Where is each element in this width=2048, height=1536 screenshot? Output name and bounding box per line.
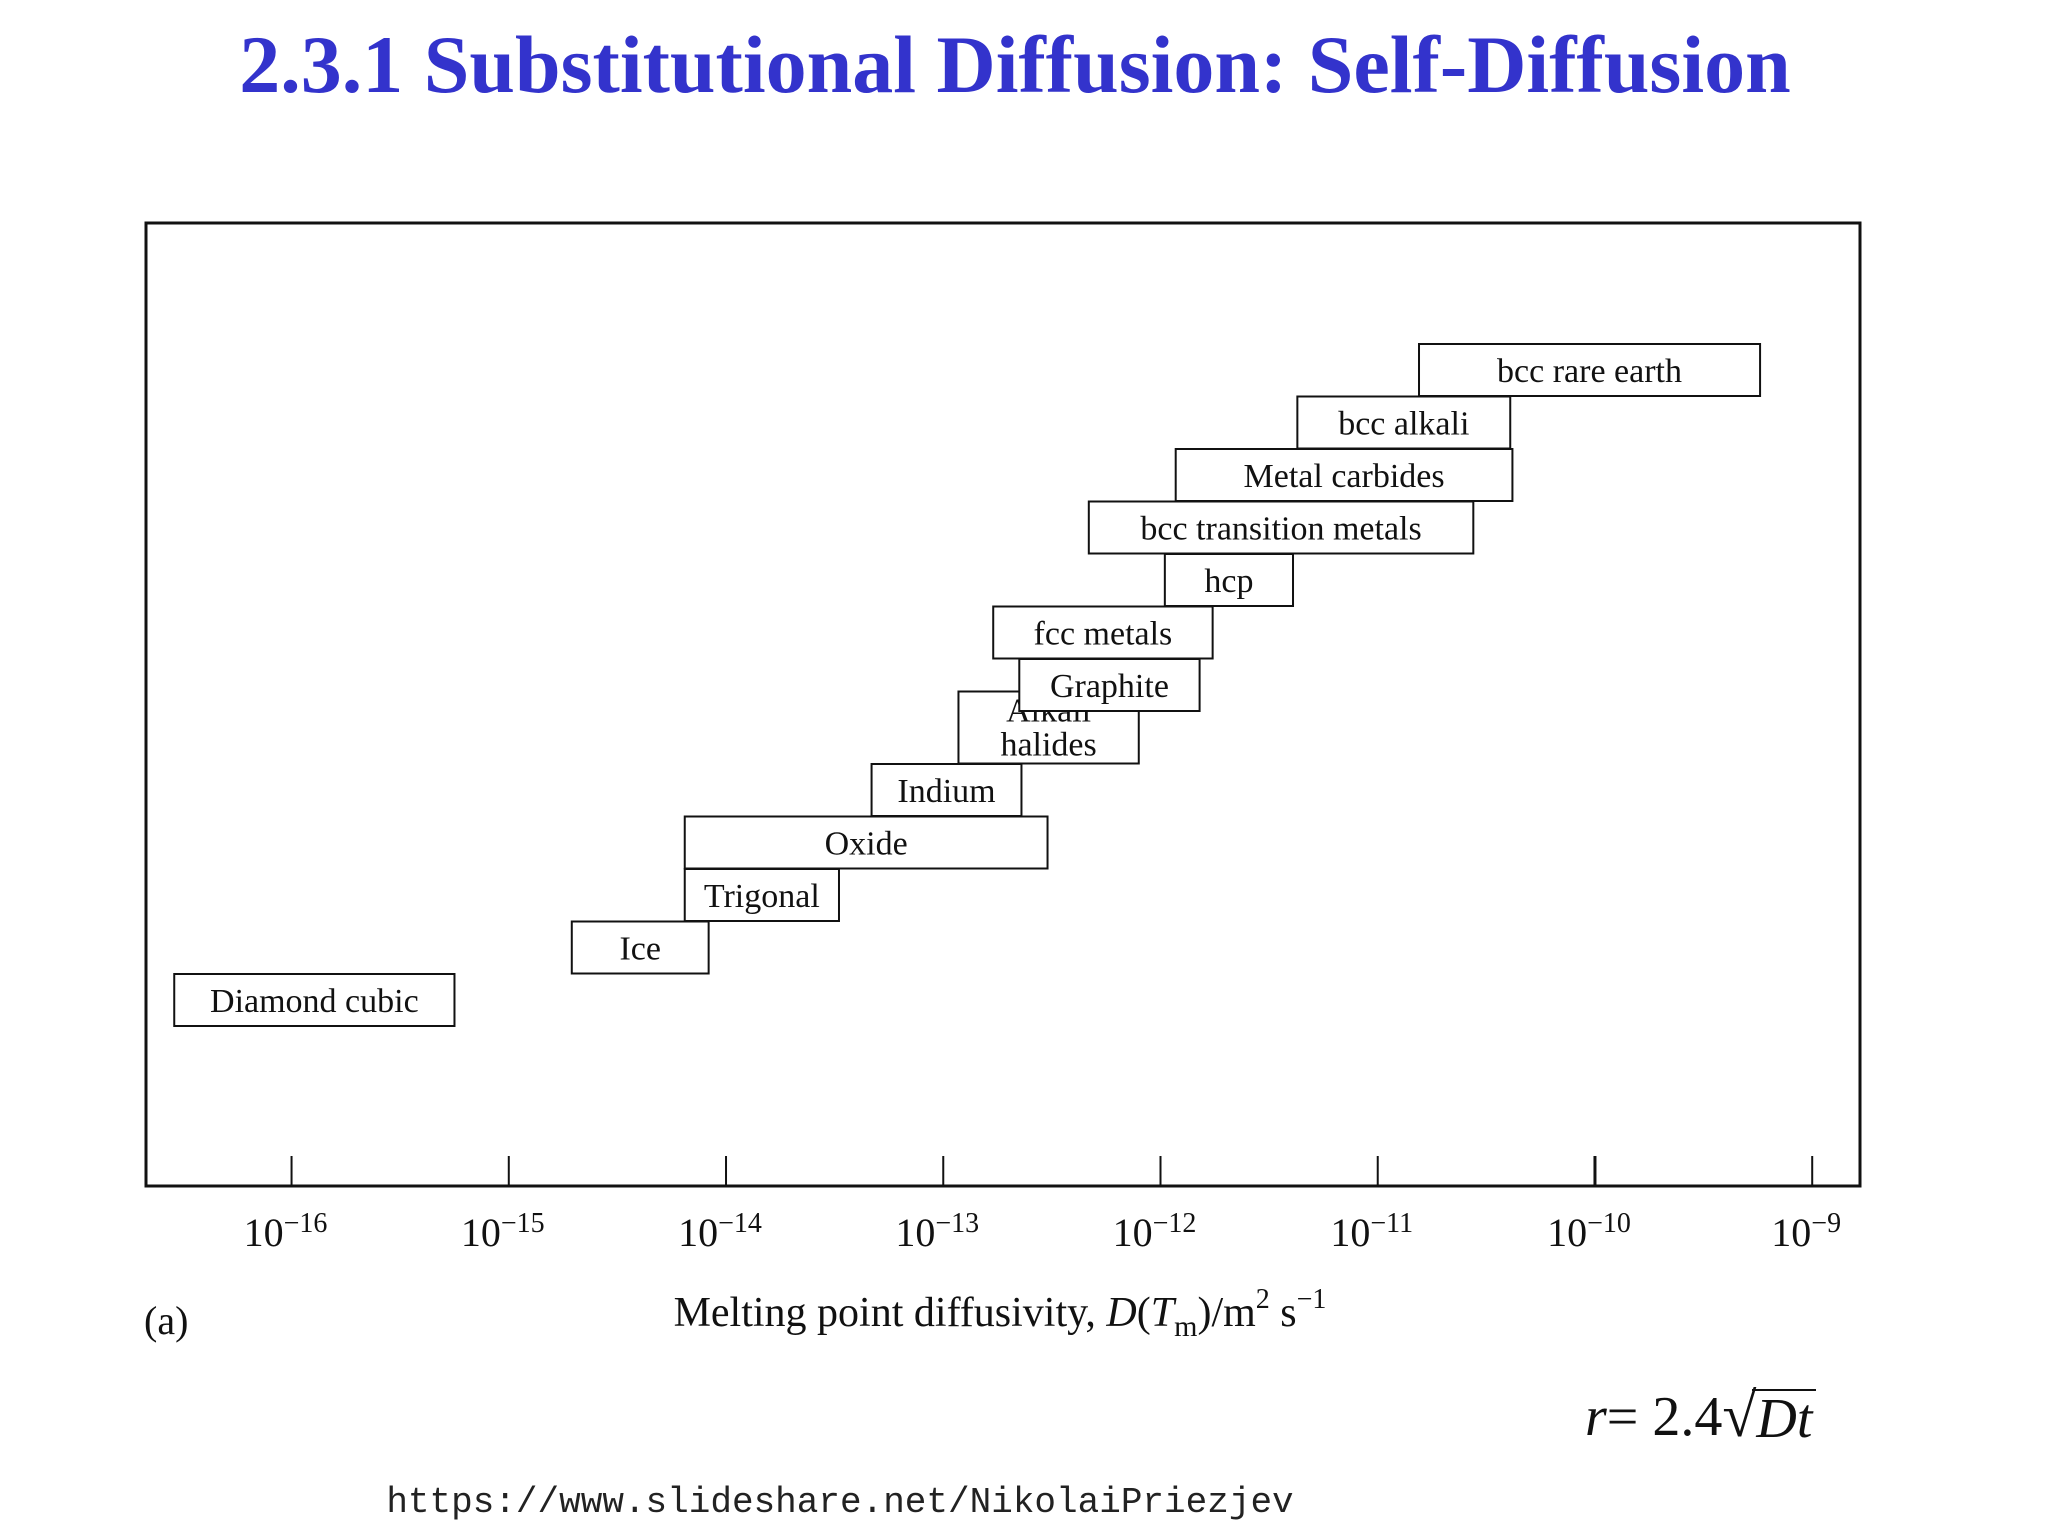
range-box: [870, 763, 1023, 817]
range-label: Graphite: [1050, 668, 1169, 705]
x-axis-ticks: 10−16 10−15 10−14 10−13 10−12 10−11 10−10 10−9: [244, 1156, 1841, 1255]
x-axis-label-exp: −1: [1297, 1284, 1327, 1315]
range-bar: Graphite: [1018, 658, 1201, 712]
x-tick-label-exp: −16: [284, 1208, 328, 1239]
x-tick-label: 10−14: [678, 1208, 762, 1255]
formula-radicand: Dt: [1752, 1389, 1817, 1447]
x-axis-label-sub: m: [1174, 1310, 1197, 1343]
x-tick-label-base: 10: [244, 1210, 284, 1255]
x-tick-label: 10−15: [461, 1208, 545, 1255]
range-bar: Oxide: [683, 815, 1049, 870]
range-box: [1018, 658, 1201, 712]
range-box: [683, 815, 1049, 870]
x-tick-label: 10−13: [895, 1208, 979, 1255]
panel-label: (a): [144, 1298, 188, 1343]
source-url: https://www.slideshare.net/NikolaiPriezj…: [386, 1482, 1294, 1523]
range-box: [1087, 500, 1475, 555]
range-bar: Trigonal: [683, 868, 840, 922]
range-label: Metal carbides: [1244, 458, 1445, 495]
range-bar: Diamond cubic: [173, 973, 456, 1027]
range-label: bcc alkali: [1338, 406, 1469, 443]
plot-frame: [144, 221, 1862, 1188]
range-box: [1163, 553, 1295, 607]
x-tick-label-exp: −9: [1811, 1208, 1841, 1239]
range-label: Diamond cubic: [210, 983, 419, 1020]
range-bar: Metal carbides: [1174, 448, 1514, 502]
diffusivity-chart: Diamond cubicIceTrigonalOxideIndiumAlkal…: [144, 221, 1862, 1343]
x-axis-label-sq: 2: [1256, 1284, 1270, 1315]
x-tick-label-base: 10: [1771, 1210, 1811, 1255]
range-bar: Indium: [870, 763, 1023, 817]
range-box: [1418, 343, 1762, 397]
x-tick-label-exp: −13: [935, 1208, 979, 1239]
formula-lhs: r: [1585, 1386, 1607, 1448]
range-bar: bcc rare earth: [1418, 343, 1762, 397]
x-tick-label: 10−11: [1330, 1208, 1413, 1255]
x-tick-label-base: 10: [895, 1210, 935, 1255]
x-tick-label: 10−16: [244, 1208, 328, 1255]
range-bar: bcc alkali: [1296, 395, 1512, 450]
x-tick-label-base: 10: [1113, 1210, 1153, 1255]
range-bar: Ice: [570, 920, 710, 975]
range-label: Indium: [897, 773, 995, 810]
range-box: [570, 920, 710, 975]
sqrt-icon: √: [1722, 1382, 1757, 1450]
x-tick-label-exp: −10: [1587, 1208, 1631, 1239]
range-label: Trigonal: [704, 878, 820, 915]
x-axis-label-pre: Melting point diffusivity,: [674, 1290, 1107, 1336]
range-label: hcp: [1204, 563, 1253, 600]
x-tick-label-exp: −15: [501, 1208, 545, 1239]
x-tick-label: 10−10: [1547, 1208, 1631, 1255]
x-tick-label-base: 10: [678, 1210, 718, 1255]
x-tick-label-base: 10: [1330, 1210, 1370, 1255]
range-label: fcc metals: [1034, 616, 1173, 653]
formula-coefficient: = 2.4: [1606, 1386, 1723, 1448]
x-axis-label: Melting point diffusivity, D(Tm)/m2 s−1: [674, 1284, 1327, 1343]
range-box: [1296, 395, 1512, 450]
x-tick-label: 10−12: [1113, 1208, 1197, 1255]
range-label: bcc rare earth: [1497, 353, 1682, 390]
range-bar: hcp: [1163, 553, 1295, 607]
x-tick-label-exp: −11: [1370, 1208, 1413, 1239]
x-tick-label-exp: −12: [1153, 1208, 1197, 1239]
range-label: Oxide: [825, 826, 908, 863]
range-bar: bcc transition metals: [1087, 500, 1475, 555]
x-axis-label-open: (: [1137, 1290, 1151, 1336]
slide-title: 2.3.1 Substitutional Diffusion: Self-Dif…: [239, 19, 1791, 110]
range-boxes: Diamond cubicIceTrigonalOxideIndiumAlkal…: [173, 343, 1762, 1027]
x-axis-label-d: D: [1105, 1290, 1136, 1336]
range-label: halides: [1000, 727, 1096, 764]
diffusion-distance-formula: r = 2.4 √ Dt: [1585, 1382, 1817, 1450]
x-axis-label-s: s: [1270, 1290, 1297, 1336]
x-tick-label-exp: −14: [718, 1208, 762, 1239]
x-tick-label-base: 10: [1547, 1210, 1587, 1255]
x-axis-label-mid: )/m: [1197, 1290, 1256, 1336]
range-box: [173, 973, 456, 1027]
range-box: [683, 868, 840, 922]
x-tick-label-base: 10: [461, 1210, 501, 1255]
range-label: bcc transition metals: [1140, 511, 1421, 548]
range-box: [992, 605, 1214, 660]
x-tick-label: 10−9: [1771, 1208, 1841, 1255]
range-bar: fcc metals: [992, 605, 1214, 660]
x-axis-label-t: T: [1151, 1290, 1177, 1336]
range-label: Ice: [619, 931, 661, 968]
